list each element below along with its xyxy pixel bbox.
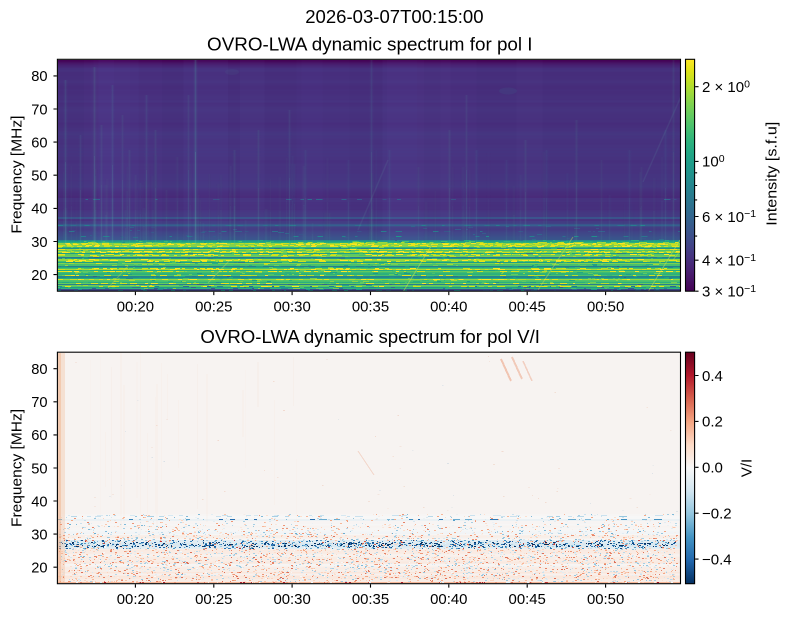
svg-text:Intensity [s.f.u]: Intensity [s.f.u] (763, 122, 780, 226)
svg-text:80: 80 (31, 361, 47, 378)
svg-text:00:45: 00:45 (509, 298, 546, 315)
svg-text:2 × 100: 2 × 100 (702, 78, 750, 96)
svg-text:70: 70 (31, 101, 47, 118)
svg-text:OVRO-LWA dynamic spectrum for: OVRO-LWA dynamic spectrum for pol V/I (200, 326, 540, 347)
svg-text:00:25: 00:25 (195, 298, 232, 315)
svg-text:0.2: 0.2 (702, 414, 723, 431)
svg-text:20: 20 (31, 267, 47, 284)
svg-text:V/I: V/I (739, 459, 756, 477)
svg-text:60: 60 (31, 427, 47, 444)
svg-text:3 × 10−1: 3 × 10−1 (702, 283, 756, 301)
svg-text:Frequency [MHz]: Frequency [MHz] (9, 116, 26, 234)
svg-text:50: 50 (31, 168, 47, 185)
svg-text:00:45: 00:45 (509, 591, 546, 608)
svg-text:00:50: 00:50 (587, 298, 624, 315)
svg-text:00:20: 00:20 (117, 298, 154, 315)
svg-text:60: 60 (31, 134, 47, 151)
svg-text:50: 50 (31, 460, 47, 477)
svg-text:0.4: 0.4 (702, 368, 723, 385)
svg-text:00:25: 00:25 (195, 591, 232, 608)
svg-text:20: 20 (31, 560, 47, 577)
svg-text:−0.4: −0.4 (702, 551, 732, 568)
svg-text:0.0: 0.0 (702, 460, 723, 477)
svg-text:00:40: 00:40 (430, 591, 467, 608)
svg-text:−0.2: −0.2 (702, 506, 732, 523)
svg-text:30: 30 (31, 526, 47, 543)
svg-text:00:30: 00:30 (273, 298, 310, 315)
svg-text:00:40: 00:40 (430, 298, 467, 315)
svg-text:00:50: 00:50 (587, 591, 624, 608)
svg-text:Frequency [MHz]: Frequency [MHz] (9, 409, 26, 527)
svg-text:00:30: 00:30 (273, 591, 310, 608)
svg-text:40: 40 (31, 201, 47, 218)
svg-text:30: 30 (31, 234, 47, 251)
svg-text:00:35: 00:35 (352, 591, 389, 608)
svg-text:00:20: 00:20 (117, 591, 154, 608)
svg-text:6 × 10−1: 6 × 10−1 (702, 208, 756, 226)
svg-text:80: 80 (31, 68, 47, 85)
svg-text:00:35: 00:35 (352, 298, 389, 315)
svg-text:40: 40 (31, 493, 47, 510)
svg-text:70: 70 (31, 394, 47, 411)
svg-text:2026-03-07T00:15:00: 2026-03-07T00:15:00 (305, 6, 483, 27)
svg-text:4 × 10−1: 4 × 10−1 (702, 252, 756, 270)
svg-text:OVRO-LWA dynamic spectrum for: OVRO-LWA dynamic spectrum for pol I (207, 34, 533, 55)
